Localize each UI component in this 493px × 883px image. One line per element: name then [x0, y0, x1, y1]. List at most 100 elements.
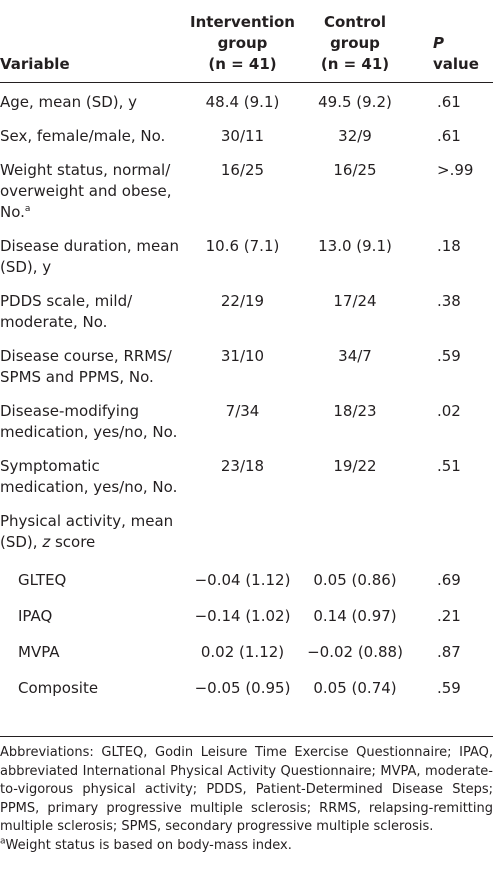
physical-activity-heading-row: Physical activity, mean (SD), z score: [0, 498, 493, 553]
intervention-value: −0.14 (1.02): [194, 606, 291, 625]
physical-activity-subrow: MVPA 0.02 (1.12) −0.02 (0.88) .87: [0, 627, 493, 663]
p-value: .69: [437, 570, 461, 589]
subrow-label: MVPA: [18, 642, 60, 661]
intervention-value: 30/11: [220, 126, 265, 145]
control-value: 13.0 (9.1): [318, 236, 392, 255]
row-label-line: Age, mean (SD), y: [0, 92, 138, 111]
intervention-value: −0.04 (1.12): [194, 570, 291, 589]
header-p-rest: value: [433, 54, 479, 73]
intervention-value: 23/18: [220, 456, 265, 475]
row-variable-label: PDDS scale, mild/moderate, No.: [0, 278, 190, 333]
pa-line2-post: score: [50, 532, 96, 551]
control-value: 0.05 (0.74): [313, 678, 397, 697]
table-row: Disease-modifying medication, yes/no, No.…: [0, 388, 493, 443]
pa-line1: Physical activity, mean: [0, 511, 174, 530]
subrow-label: GLTEQ: [18, 570, 67, 589]
header-variable: Variable: [0, 0, 190, 83]
row-variable-label: Disease-modifying medication, yes/no, No.: [0, 388, 190, 443]
table-row: Disease duration, mean (SD), y 10.6 (7.1) 1…: [0, 223, 493, 278]
abbreviations-note: Abbreviations: GLTEQ, Godin Leisure Time…: [0, 745, 493, 834]
row-label-line: medication, yes/no, No.: [0, 422, 178, 441]
header-intervention-group: Intervention group (n = 41): [190, 0, 295, 83]
p-value: .02: [437, 401, 461, 420]
physical-activity-subrow: GLTEQ −0.04 (1.12) 0.05 (0.86) .69: [0, 553, 493, 591]
table-header-row: Variable Intervention group (n = 41) Con…: [0, 0, 493, 83]
subrow-label: IPAQ: [18, 606, 53, 625]
empty-cell: [295, 498, 415, 553]
table-row: Disease course, RRMS/SPMS and PPMS, No. 3…: [0, 333, 493, 388]
p-value: .51: [437, 456, 461, 475]
note-text: Weight status is based on body-mass inde…: [5, 837, 292, 853]
intervention-value: 48.4 (9.1): [205, 92, 280, 111]
header-intervention-line3: (n = 41): [208, 54, 277, 73]
p-value: .59: [437, 678, 461, 697]
row-label-line: Disease duration, mean: [0, 236, 179, 255]
row-variable-label: Symptomatic medication, yes/no, No.: [0, 443, 190, 498]
control-value: 0.05 (0.86): [313, 570, 397, 589]
header-control-line2: group: [330, 33, 380, 52]
control-value: 17/24: [333, 291, 377, 310]
row-label-line: Symptomatic: [0, 456, 100, 475]
control-value: 16/25: [333, 160, 377, 179]
header-control-line3: (n = 41): [320, 54, 390, 73]
row-variable-label: Disease course, RRMS/SPMS and PPMS, No.: [0, 333, 190, 388]
p-value: .61: [437, 92, 461, 111]
intervention-value: −0.05 (0.95): [194, 678, 291, 697]
intervention-value: 7/34: [225, 401, 260, 420]
row-label-line: moderate, No.: [0, 312, 108, 331]
pa-line2-italic: z: [42, 532, 51, 551]
header-p-italic: P: [433, 33, 444, 52]
p-value: .18: [437, 236, 461, 255]
row-label-line: (SD), y: [0, 257, 52, 276]
p-value: .38: [437, 291, 461, 310]
control-value: 32/9: [338, 126, 372, 145]
header-control-line1: Control: [323, 12, 386, 31]
row-label-line: Disease-modifying: [0, 401, 139, 420]
row-label-line: Weight status, normal/: [0, 160, 171, 179]
row-label-line: overweight and obese,: [0, 181, 172, 200]
weight-status-note: aWeight status is based on body-mass ind…: [0, 837, 493, 856]
row-label-line: medication, yes/no, No.: [0, 477, 178, 496]
physical-activity-label: Physical activity, mean (SD), z score: [0, 498, 190, 553]
intervention-value: 22/19: [220, 291, 265, 310]
baseline-characteristics-table: Variable Intervention group (n = 41) Con…: [0, 0, 493, 699]
intervention-value: 16/25: [220, 160, 265, 179]
control-value: 19/22: [333, 456, 377, 475]
table-footnotes: Abbreviations: GLTEQ, Godin Leisure Time…: [0, 736, 493, 855]
header-intervention-line2: group: [217, 33, 268, 52]
control-value: 0.14 (0.97): [313, 606, 397, 625]
physical-activity-subrow: Composite −0.05 (0.95) 0.05 (0.74) .59: [0, 663, 493, 699]
header-intervention-line1: Intervention: [190, 12, 295, 31]
footnote-marker: a: [24, 203, 31, 214]
p-value: .61: [437, 126, 461, 145]
intervention-value: 31/10: [220, 346, 265, 365]
row-label-line: PDDS scale, mild/: [0, 291, 133, 310]
row-label-line: Disease course, RRMS/: [0, 346, 172, 365]
intervention-value: 0.02 (1.12): [200, 642, 285, 661]
header-p-value: P value: [415, 0, 493, 83]
physical-activity-subrow: IPAQ −0.14 (1.02) 0.14 (0.97) .21: [0, 591, 493, 627]
control-value: 18/23: [333, 401, 377, 420]
table-body: Age, mean (SD), y 48.4 (9.1) 49.5 (9.2) .61…: [0, 82, 493, 699]
table-row: Sex, female/male, No. 30/11 32/9 .61: [0, 113, 493, 147]
row-label-line: No.: [0, 202, 25, 221]
row-variable-label: Disease duration, mean (SD), y: [0, 223, 190, 278]
row-label-line: Sex, female/male, No.: [0, 126, 166, 145]
table-row: Weight status, normal/overweight and obe…: [0, 147, 493, 223]
header-control-group: Control group (n = 41): [295, 0, 415, 83]
row-variable-label: Age, mean (SD), y: [0, 82, 190, 113]
control-value: −0.02 (0.88): [307, 642, 403, 661]
p-value: >.99: [437, 160, 474, 179]
row-label-line: SPMS and PPMS, No.: [0, 367, 154, 386]
pa-line2-pre: (SD),: [0, 532, 43, 551]
control-value: 49.5 (9.2): [318, 92, 392, 111]
p-value: .21: [437, 606, 461, 625]
row-variable-label: Weight status, normal/overweight and obe…: [0, 147, 190, 223]
table-row: Symptomatic medication, yes/no, No. 23/18 1…: [0, 443, 493, 498]
p-value: .59: [437, 346, 461, 365]
table-row: Age, mean (SD), y 48.4 (9.1) 49.5 (9.2) .61: [0, 82, 493, 113]
p-value: .87: [437, 642, 461, 661]
note-marker: a: [0, 836, 6, 847]
control-value: 34/7: [338, 346, 372, 365]
